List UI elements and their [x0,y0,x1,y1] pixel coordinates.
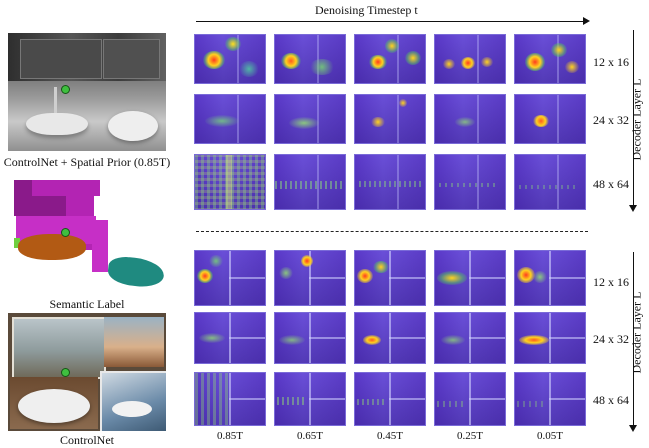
lower-heatmap-r2-c1 [194,312,266,364]
semantic-label-map [8,176,166,294]
section-divider [196,231,588,232]
controlnet-caption: ControlNet [60,433,114,447]
spatial-marker-icon [61,85,70,94]
timestep-label-5: 0.05T [537,430,563,442]
timestep-label-3: 0.45T [377,430,403,442]
upper-row-label-1: 12 x 16 [593,55,629,69]
lower-heatmap-r3-c2 [274,372,346,426]
lower-heatmap-r1-c2 [274,250,346,306]
upper-heatmap-r2-c3 [354,94,426,144]
upper-heatmap-r1-c1 [194,34,266,84]
lower-row-label-1: 12 x 16 [593,275,629,289]
timestep-axis-label: Denoising Timestep t [315,3,418,17]
lower-heatmap-r2-c5 [514,312,586,364]
lower-heatmap-r3-c1 [194,372,266,426]
upper-heatmap-r1-c2 [274,34,346,84]
lower-heatmap-r2-c2 [274,312,346,364]
upper-heatmap-r1-c4 [434,34,506,84]
timestep-label-2: 0.65T [297,430,323,442]
upper-heatmap-r2-c4 [434,94,506,144]
lower-decoder-arrow [629,252,637,432]
upper-heatmap-r3-c1 [194,154,266,210]
upper-row-label-2: 24 x 32 [593,113,629,127]
lower-heatmap-r1-c1 [194,250,266,306]
lower-row-label-2: 24 x 32 [593,332,629,346]
timestep-arrow [196,17,590,25]
spatial-prior-caption: ControlNet + Spatial Prior (0.85T) [3,155,171,169]
upper-heatmap-r3-c3 [354,154,426,210]
upper-heatmap-r2-c1 [194,94,266,144]
upper-row-label-3: 48 x 64 [593,177,629,191]
upper-heatmap-r3-c5 [514,154,586,210]
upper-heatmap-r1-c3 [354,34,426,84]
lower-decoder-axis-label: Decoder Layer L [629,291,644,374]
controlnet-marker-icon [61,368,70,377]
upper-decoder-axis-label: Decoder Layer L [629,78,644,161]
lower-heatmap-r1-c3 [354,250,426,306]
controlnet-output-photo [8,313,166,431]
lower-heatmap-r1-c5 [514,250,586,306]
lower-heatmap-r2-c3 [354,312,426,364]
upper-decoder-arrow [629,30,637,212]
lower-heatmap-r3-c3 [354,372,426,426]
upper-heatmap-r3-c4 [434,154,506,210]
semantic-label-caption: Semantic Label [49,297,125,311]
upper-heatmap-r2-c2 [274,94,346,144]
spatial-prior-photo [8,33,166,151]
upper-heatmap-r1-c5 [514,34,586,84]
lower-heatmap-r3-c4 [434,372,506,426]
lower-heatmap-r2-c4 [434,312,506,364]
upper-heatmap-r3-c2 [274,154,346,210]
lower-heatmap-r1-c4 [434,250,506,306]
lower-row-label-3: 48 x 64 [593,393,629,407]
upper-heatmap-r2-c5 [514,94,586,144]
lower-heatmap-r3-c5 [514,372,586,426]
semantic-marker-icon [61,228,70,237]
timestep-label-1: 0.85T [217,430,243,442]
timestep-label-4: 0.25T [457,430,483,442]
